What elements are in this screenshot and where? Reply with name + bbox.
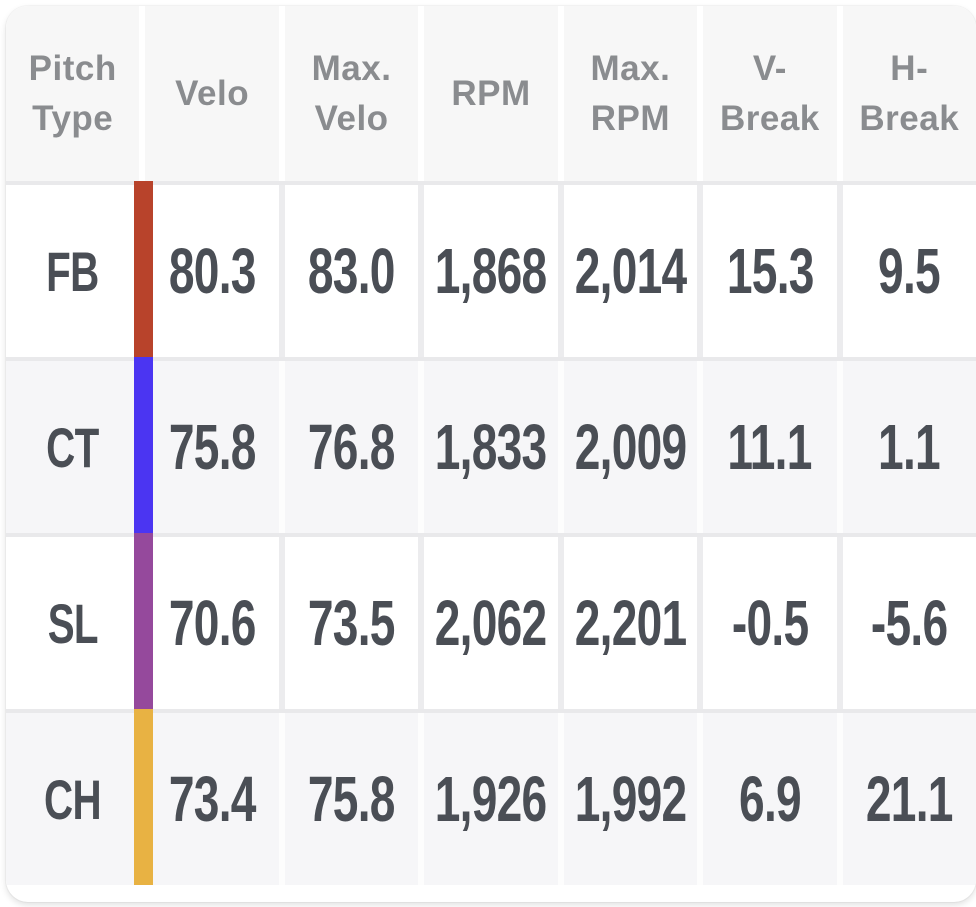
- v-break-cell: -0.5: [703, 537, 837, 709]
- velo-cell: 80.3: [145, 185, 279, 357]
- h-break-cell: 21.1: [842, 713, 976, 885]
- rpm-cell: 1,868: [424, 185, 558, 357]
- column-header-h_break: H- Break: [842, 6, 976, 181]
- velo-value: 75.8: [168, 411, 257, 483]
- pitch-type-label: CH: [44, 767, 102, 831]
- max-velo-value: 76.8: [308, 411, 396, 483]
- pitch-color-segment: [134, 709, 153, 885]
- velo-cell: 73.4: [145, 713, 279, 885]
- max-rpm-cell: 2,014: [563, 185, 698, 357]
- column-header-label: Max. Velo: [311, 48, 392, 138]
- pitch-type-cell: CT: [6, 361, 140, 533]
- rpm-cell: 1,833: [424, 361, 558, 533]
- rpm-value: 1,868: [435, 235, 547, 307]
- max-velo-value: 75.8: [308, 763, 396, 835]
- h-break-value: 1.1: [878, 411, 941, 483]
- h-break-value: 9.5: [878, 235, 941, 307]
- table-row: CH 73.4 75.8 1,926 1,992 6.9 21.1: [6, 709, 976, 885]
- max-velo-value: 73.5: [308, 587, 396, 659]
- max-velo-value: 83.0: [308, 235, 396, 307]
- pitch-type-label: FB: [46, 239, 100, 303]
- max-velo-cell: 73.5: [284, 537, 419, 709]
- column-header-label: V- Break: [719, 48, 820, 138]
- h-break-value: -5.6: [871, 587, 948, 659]
- rpm-value: 2,062: [435, 587, 547, 659]
- table-row: SL 70.6 73.5 2,062 2,201 -0.5 -5.6: [6, 533, 976, 709]
- pitch-type-cell: CH: [6, 713, 140, 885]
- table-header: Pitch Type Velo Max. Velo RPM Max. RPM V- Bre…: [6, 6, 976, 181]
- column-header-v_break: V- Break: [703, 6, 837, 181]
- max-rpm-cell: 2,201: [563, 537, 698, 709]
- h-break-cell: -5.6: [842, 537, 976, 709]
- table-row: CT 75.8 76.8 1,833 2,009 11.1 1.1: [6, 357, 976, 533]
- max-rpm-value: 1,992: [574, 763, 687, 835]
- velo-cell: 70.6: [145, 537, 279, 709]
- max-rpm-cell: 2,009: [563, 361, 698, 533]
- column-header-label: RPM: [451, 73, 531, 113]
- column-header-label: Velo: [175, 73, 250, 113]
- pitch-color-segment: [134, 533, 153, 709]
- column-header-label: H- Break: [859, 48, 960, 138]
- rpm-value: 1,833: [435, 411, 547, 483]
- max-velo-cell: 75.8: [284, 713, 419, 885]
- rpm-cell: 1,926: [424, 713, 558, 885]
- v-break-cell: 6.9: [703, 713, 837, 885]
- max-velo-cell: 83.0: [284, 185, 419, 357]
- velo-value: 80.3: [168, 235, 257, 307]
- pitch-stats-card: Pitch Type Velo Max. Velo RPM Max. RPM V- Bre…: [6, 6, 976, 902]
- h-break-value: 21.1: [865, 763, 954, 835]
- pitch-type-label: CT: [46, 415, 100, 479]
- max-velo-cell: 76.8: [284, 361, 419, 533]
- max-rpm-value: 2,201: [574, 587, 687, 659]
- column-header-label: Max. RPM: [590, 48, 671, 138]
- v-break-cell: 15.3: [703, 185, 837, 357]
- pitch-color-segment: [134, 181, 153, 357]
- rpm-value: 1,926: [435, 763, 547, 835]
- pitch-color-segment: [134, 357, 153, 533]
- pitch-type-cell: SL: [6, 537, 140, 709]
- max-rpm-value: 2,009: [574, 411, 687, 483]
- h-break-cell: 1.1: [842, 361, 976, 533]
- column-header-rpm: RPM: [424, 6, 558, 181]
- velo-value: 70.6: [168, 587, 257, 659]
- velo-value: 73.4: [168, 763, 257, 835]
- max-rpm-value: 2,014: [574, 235, 687, 307]
- column-header-max_rpm: Max. RPM: [563, 6, 698, 181]
- table-row: FB 80.3 83.0 1,868 2,014 15.3 9.5: [6, 181, 976, 357]
- v-break-value: 6.9: [738, 763, 802, 835]
- max-rpm-cell: 1,992: [563, 713, 698, 885]
- column-header-pitch_type: Pitch Type: [6, 6, 140, 181]
- velo-cell: 75.8: [145, 361, 279, 533]
- table-body: FB 80.3 83.0 1,868 2,014 15.3 9.5 CT 75.…: [6, 181, 976, 885]
- pitch-color-bar: [134, 181, 153, 885]
- pitch-type-cell: FB: [6, 185, 140, 357]
- v-break-value: -0.5: [731, 587, 809, 659]
- v-break-cell: 11.1: [703, 361, 837, 533]
- column-header-velo: Velo: [145, 6, 279, 181]
- rpm-cell: 2,062: [424, 537, 558, 709]
- h-break-cell: 9.5: [842, 185, 976, 357]
- column-header-max_velo: Max. Velo: [284, 6, 419, 181]
- v-break-value: 15.3: [726, 235, 814, 307]
- pitch-type-label: SL: [47, 591, 99, 655]
- v-break-value: 11.1: [727, 411, 813, 483]
- column-header-label: Pitch Type: [28, 48, 117, 138]
